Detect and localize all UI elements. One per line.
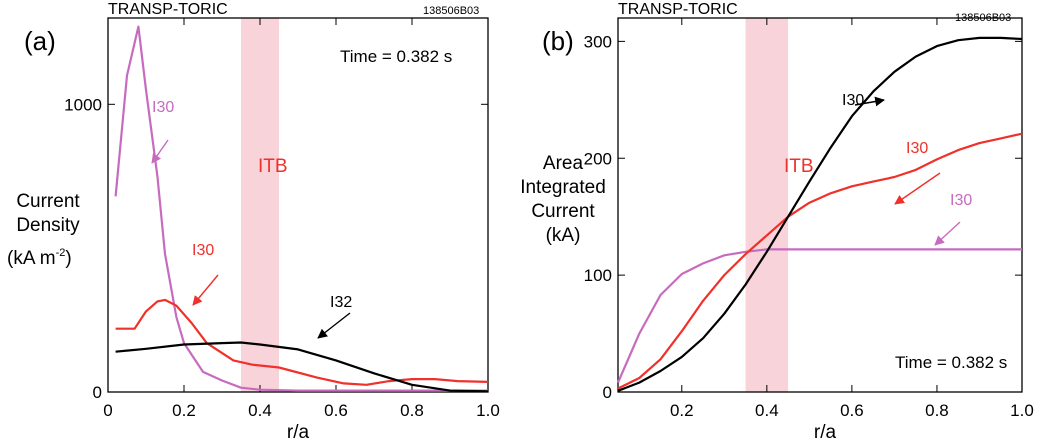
- series-bootstrap-label: I30: [906, 140, 928, 157]
- series-bootstrap-label: I30: [192, 242, 214, 259]
- y-axis-label-line: Current: [531, 201, 595, 222]
- y-tick-label: 1000: [64, 95, 102, 114]
- panel-label: (a): [24, 26, 56, 56]
- series-ip-line: [115, 341, 489, 393]
- y-axis-label-line: (kA): [546, 225, 581, 246]
- series-ip-arrow: [317, 312, 351, 339]
- panel-label: (b): [542, 26, 574, 56]
- plot-frame: [107, 17, 489, 393]
- time-label: Time = 0.382 s: [340, 47, 452, 66]
- x-axis-label: r/a: [287, 422, 310, 443]
- y-axis-label-line: Density: [16, 215, 80, 236]
- x-tick-label: 0.6: [840, 401, 864, 420]
- series-rfcd-label: I30: [152, 99, 174, 116]
- y-axis-label-line: Current: [16, 191, 80, 212]
- x-axis-label: r/a: [814, 422, 837, 443]
- series-ip-label: I32: [330, 294, 352, 311]
- series-rfcd-arrow: [151, 139, 169, 164]
- panel-a: 0 0.2 0.4 0.6 0.8 1.0 0 1000 I30 I30 I32 (a) TRANSP-…: [7, 1, 500, 443]
- series-rfcd-line: [114, 25, 488, 392]
- x-tick-label: 0.8: [925, 401, 949, 420]
- x-tick-label: 1.0: [476, 401, 500, 420]
- series-bootstrap-arrow: [894, 172, 941, 205]
- y-axis-label-line: Integrated: [520, 177, 606, 198]
- y-tick-label: 200: [584, 149, 612, 168]
- time-label: Time = 0.382 s: [895, 353, 1007, 372]
- itb-band: [241, 18, 279, 392]
- series-rfcd-label: I30: [950, 192, 972, 209]
- x-tick-label: 0.8: [400, 401, 424, 420]
- y-tick-label: 300: [584, 32, 612, 51]
- y-tick-label: 100: [584, 266, 612, 285]
- series-rfcd-arrow: [934, 221, 961, 246]
- series-ip-arrow: [854, 96, 885, 107]
- y-axis-unit: (kA m-2): [7, 247, 72, 269]
- x-tick-label: 0.2: [670, 401, 694, 420]
- series-bootstrap-line: [115, 298, 489, 386]
- y-tick-label: 0: [603, 383, 612, 402]
- x-tick-label: 0.6: [324, 401, 348, 420]
- panel-b: 0.2 0.4 0.6 0.8 1.0 0 100 200 300 I30 I30 I30 (b) TRA…: [520, 1, 1034, 443]
- itb-band: [745, 18, 789, 392]
- y-tick-label: 0: [93, 383, 102, 402]
- x-tick-label: 0: [103, 401, 112, 420]
- shot-id: 138506B03: [423, 5, 479, 17]
- y-axis-label-line: Area: [543, 153, 584, 174]
- shot-id: 138506B03: [955, 12, 1011, 24]
- x-tick-label: 0.2: [172, 401, 196, 420]
- header-label: TRANSP-TORIC: [618, 1, 738, 18]
- series-bootstrap-line: [617, 132, 1023, 390]
- series-bootstrap-arrow: [192, 274, 219, 306]
- header-label: TRANSP-TORIC: [108, 1, 228, 18]
- x-tick-label: 0.4: [755, 401, 779, 420]
- x-tick-label: 1.0: [1010, 401, 1034, 420]
- itb-label: ITB: [258, 156, 288, 177]
- plot-frame: [617, 17, 1023, 393]
- series-ip-line: [617, 36, 1023, 392]
- itb-label: ITB: [784, 156, 814, 177]
- x-tick-label: 0.4: [248, 401, 272, 420]
- series-ip-label: I30: [842, 92, 864, 109]
- series-rfcd-line: [616, 248, 1022, 384]
